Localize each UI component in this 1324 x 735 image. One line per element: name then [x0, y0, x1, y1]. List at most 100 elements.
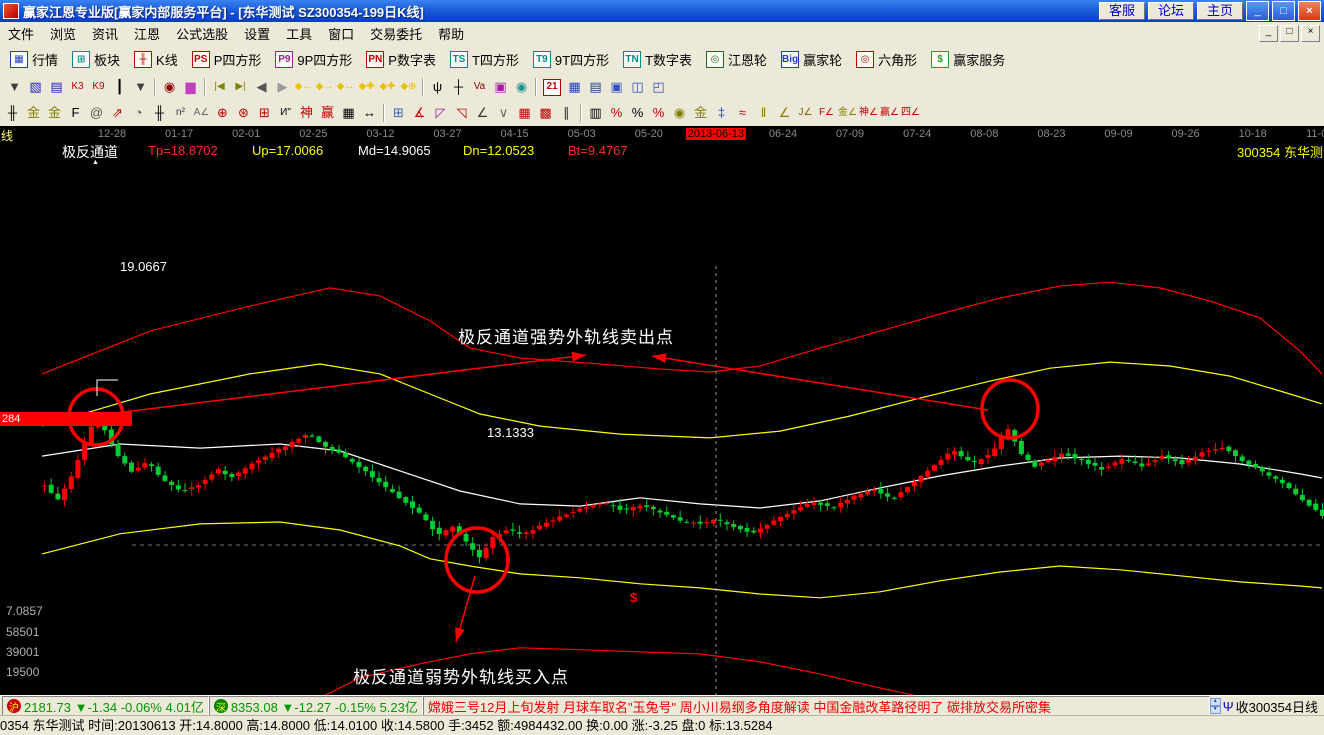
prev-icon[interactable]: ◀: [256, 79, 267, 94]
f-grid-icon[interactable]: F: [71, 105, 80, 120]
spinner-up-icon[interactable]: ▲: [1209, 698, 1221, 706]
kline-button[interactable]: ╫ K线: [128, 47, 184, 72]
crosshair-tool-icon[interactable]: ┼: [453, 79, 464, 94]
menu-item-7[interactable]: 窗口: [328, 26, 355, 42]
n-square-icon[interactable]: n²: [176, 107, 185, 118]
clipboard-icon[interactable]: ▤: [50, 79, 63, 94]
percent-top-icon[interactable]: %: [610, 105, 623, 120]
customer-service-button[interactable]: 客服: [1098, 2, 1145, 20]
v-line-icon[interactable]: ∨: [498, 105, 509, 120]
candle-dropdown-icon[interactable]: ▼: [134, 79, 147, 94]
minimize-button[interactable]: _: [1246, 1, 1269, 21]
diamond-left-icon[interactable]: ◆←: [294, 81, 313, 92]
ruler-123-icon[interactable]: ▦: [342, 105, 355, 120]
angle-under-icon[interactable]: ∠: [778, 105, 791, 120]
shen-angle-icon[interactable]: 神∠: [859, 107, 878, 118]
child-close-button[interactable]: ×: [1301, 24, 1320, 42]
shenzhen-index-panel[interactable]: 深 8353.08 ▼-12.27 -0.15% 5.23亿: [208, 696, 423, 716]
child-restore-button[interactable]: □: [1280, 24, 1299, 42]
red-pencil-icon[interactable]: ⇗: [112, 105, 123, 120]
restore-button[interactable]: □: [1272, 1, 1295, 21]
chart-style-dropdown-icon[interactable]: ▼: [8, 79, 21, 94]
t-square-button[interactable]: TS T四方形: [444, 47, 525, 72]
ticker-scroll-spinner[interactable]: ▲ ▼: [1209, 698, 1221, 714]
calculator-icon[interactable]: ▦: [568, 79, 581, 94]
win-angle-icon[interactable]: 赢∠: [880, 107, 899, 118]
blue-pen-icon[interactable]: ‡: [717, 105, 726, 120]
network-icon[interactable]: ◫: [631, 79, 644, 94]
gold-angle-icon[interactable]: 金∠: [838, 107, 857, 118]
win-grid-icon[interactable]: 赢: [320, 105, 334, 120]
news-ticker[interactable]: 嫦娥三号12月上旬发射 月球车取名"玉兔号" 周小川易纲多角度解读 中国金融改革…: [422, 696, 1210, 716]
gold-lines-icon[interactable]: 金: [693, 105, 707, 120]
kline-9-icon[interactable]: K9: [92, 81, 105, 92]
menu-item-9[interactable]: 帮助: [438, 26, 465, 42]
menu-item-4[interactable]: 公式选股: [176, 26, 229, 42]
red-fanbox-icon[interactable]: ◹: [456, 105, 467, 120]
red-gridbox-icon[interactable]: ⊞: [259, 105, 270, 120]
angle-a-icon[interactable]: A∠: [193, 107, 210, 118]
hand-tool-icon[interactable]: ψ: [432, 79, 443, 94]
menu-item-8[interactable]: 交易委托: [370, 26, 423, 42]
diamond-right-icon[interactable]: ◆→: [315, 81, 334, 92]
red-grid2-icon[interactable]: ▩: [539, 105, 552, 120]
left-panel-tab[interactable]: 线: [1, 129, 14, 143]
remote-pc-icon[interactable]: ◰: [652, 79, 665, 94]
measure-tool-icon[interactable]: Va: [473, 81, 486, 92]
ruler-grid-icon[interactable]: ╫: [154, 105, 165, 120]
t-table-button[interactable]: TN T数字表: [617, 47, 698, 72]
price-ruler-icon[interactable]: ▥: [589, 105, 602, 120]
hexagon-button[interactable]: ◎ 六角形: [850, 47, 923, 72]
four-angle-icon[interactable]: 四∠: [901, 107, 920, 118]
next-icon[interactable]: ▶: [277, 79, 288, 94]
winner-wheel-button[interactable]: Big 赢家轮: [775, 47, 848, 72]
quotes-button[interactable]: ▦ 行情: [4, 47, 64, 72]
f-angle-icon[interactable]: F∠: [818, 107, 835, 118]
9p-square-button[interactable]: P9 9P四方形: [269, 47, 358, 72]
kline-chart-area[interactable]: 12-28 01-17 02-01 02-25 03-12 03-27 04-15 05-03…: [0, 126, 1324, 695]
shen-grid-icon[interactable]: 神: [299, 105, 313, 120]
image-view-icon[interactable]: ▧: [29, 79, 42, 94]
angle-pencil-icon[interactable]: ∠: [476, 105, 489, 120]
calendar-icon[interactable]: 21: [543, 78, 561, 96]
p-square-button[interactable]: PS P四方形: [186, 47, 268, 72]
menu-item-5[interactable]: 设置: [244, 26, 271, 42]
notepad-icon[interactable]: ▤: [589, 79, 602, 94]
menu-item-0[interactable]: 文件: [8, 26, 35, 42]
gold-grid-icon[interactable]: 金: [26, 105, 40, 120]
parallel-lines-icon[interactable]: ∥: [563, 105, 570, 120]
gann-wheel-button[interactable]: ◎ 江恩轮: [700, 47, 773, 72]
diamond-star-icon[interactable]: ◆✚: [379, 81, 396, 92]
blue-frame-icon[interactable]: ⊞: [393, 105, 404, 120]
gold-circle-icon[interactable]: ◉: [673, 105, 686, 120]
winner-service-button[interactable]: $ 赢家服务: [925, 47, 1011, 72]
span-arrows-icon[interactable]: ↔: [363, 105, 376, 120]
child-minimize-button[interactable]: _: [1259, 24, 1278, 42]
percent-bottom-icon[interactable]: %: [652, 105, 665, 120]
spinner-down-icon[interactable]: ▼: [1209, 706, 1221, 714]
gann-grid-icon[interactable]: ╫: [7, 105, 18, 120]
diamond-cross-icon[interactable]: ◆✚: [358, 81, 375, 92]
close-button[interactable]: ×: [1298, 1, 1321, 21]
purple-tool-icon[interactable]: ▣: [494, 79, 507, 94]
face-view-icon[interactable]: ◉: [163, 79, 176, 94]
candle-icon[interactable]: ┃: [115, 79, 124, 94]
sectors-button[interactable]: ⊞ 板块: [66, 47, 126, 72]
gold-grid2-icon[interactable]: 金: [47, 105, 61, 120]
diamond-target-icon[interactable]: ◆⊕: [400, 81, 417, 92]
percent-icon[interactable]: %: [631, 105, 644, 120]
diamond-both-icon[interactable]: ◆↔: [336, 81, 355, 92]
brain-tool-icon[interactable]: ◉: [515, 79, 528, 94]
red-target-icon[interactable]: ⊕: [217, 105, 228, 120]
red-grid-icon[interactable]: ▦: [518, 105, 531, 120]
indicator-name[interactable]: 极反通道: [62, 144, 118, 160]
red-wave-icon[interactable]: ≈: [738, 105, 747, 120]
cycle-circle-icon[interactable]: ◔: [134, 105, 143, 120]
homepage-button[interactable]: 主页: [1196, 2, 1243, 20]
menu-item-6[interactable]: 工具: [286, 26, 313, 42]
save-icon[interactable]: ▣: [610, 79, 623, 94]
first-bar-icon[interactable]: |◀: [214, 81, 225, 92]
menu-item-1[interactable]: 浏览: [50, 26, 77, 42]
i-quote-icon[interactable]: И": [280, 107, 291, 118]
menu-item-2[interactable]: 资讯: [92, 26, 119, 42]
